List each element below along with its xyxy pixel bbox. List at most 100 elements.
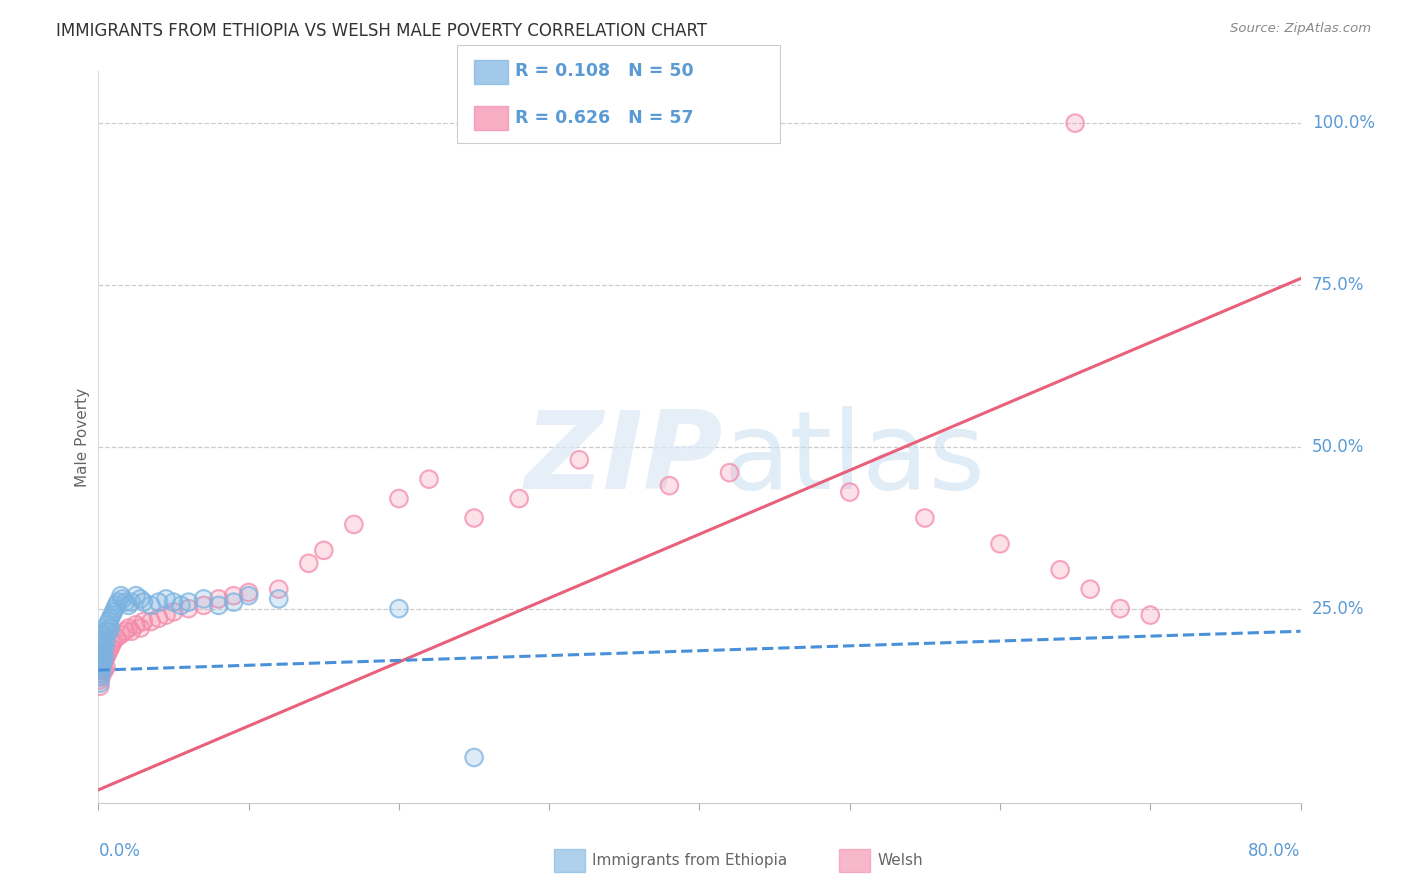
Point <box>89 666 111 681</box>
Point <box>91 650 114 665</box>
Point <box>89 653 111 667</box>
Point <box>463 750 485 764</box>
Point <box>94 660 117 674</box>
Point <box>93 663 115 677</box>
Point <box>988 537 1011 551</box>
Point <box>1139 608 1161 623</box>
Point <box>100 640 122 655</box>
Point <box>97 624 120 639</box>
Point <box>148 611 170 625</box>
Point <box>238 589 260 603</box>
Point <box>658 478 681 492</box>
Point <box>418 472 440 486</box>
Point <box>93 640 115 655</box>
Point <box>90 666 112 681</box>
Point <box>193 599 215 613</box>
Point <box>91 627 114 641</box>
Point <box>162 595 184 609</box>
Point <box>89 657 111 671</box>
Point <box>838 485 860 500</box>
Point <box>91 637 114 651</box>
Point <box>718 466 741 480</box>
Point <box>208 591 231 606</box>
Point <box>94 650 117 665</box>
Point <box>298 557 321 571</box>
Point <box>89 657 111 671</box>
Point <box>343 517 366 532</box>
Point <box>125 617 148 632</box>
Point <box>177 595 200 609</box>
Point <box>838 485 860 500</box>
Point <box>93 653 115 667</box>
Point <box>94 660 117 674</box>
Point <box>125 617 148 632</box>
Text: atlas: atlas <box>724 406 986 512</box>
Point <box>170 599 193 613</box>
Point <box>110 627 132 641</box>
Point <box>914 511 936 525</box>
Point <box>238 585 260 599</box>
Point <box>222 589 245 603</box>
Text: IMMIGRANTS FROM ETHIOPIA VS WELSH MALE POVERTY CORRELATION CHART: IMMIGRANTS FROM ETHIOPIA VS WELSH MALE P… <box>56 22 707 40</box>
Point <box>90 643 112 657</box>
Point <box>91 657 114 671</box>
Point <box>89 673 111 687</box>
Point <box>94 624 117 639</box>
Point <box>90 660 112 674</box>
Point <box>1064 116 1087 130</box>
Point <box>91 650 114 665</box>
Point <box>177 601 200 615</box>
Point <box>100 611 122 625</box>
Point <box>90 666 112 681</box>
Point <box>148 611 170 625</box>
Point <box>139 615 162 629</box>
Point <box>89 669 111 683</box>
Point <box>125 589 148 603</box>
Point <box>101 608 124 623</box>
Point <box>121 595 143 609</box>
Point <box>89 673 111 687</box>
Point <box>298 557 321 571</box>
Point <box>170 599 193 613</box>
Point <box>148 595 170 609</box>
Point <box>238 585 260 599</box>
Point <box>103 634 125 648</box>
Point <box>89 653 111 667</box>
Point <box>91 657 114 671</box>
Point <box>388 601 411 615</box>
Point <box>129 621 152 635</box>
Point <box>94 634 117 648</box>
Point <box>132 595 155 609</box>
Point <box>312 543 335 558</box>
Point <box>193 599 215 613</box>
Text: ZIP: ZIP <box>526 406 724 512</box>
Point <box>388 491 411 506</box>
Point <box>132 615 155 629</box>
Point <box>238 589 260 603</box>
Point <box>96 647 118 661</box>
Point <box>114 595 136 609</box>
Point <box>132 595 155 609</box>
Point <box>90 663 112 677</box>
Point <box>155 608 177 623</box>
Point <box>105 631 128 645</box>
Point <box>155 608 177 623</box>
Point <box>107 595 129 609</box>
Text: Immigrants from Ethiopia: Immigrants from Ethiopia <box>592 854 787 868</box>
Point <box>463 511 485 525</box>
Point <box>162 605 184 619</box>
Point <box>121 624 143 639</box>
Point <box>1109 601 1132 615</box>
Point <box>177 601 200 615</box>
Point <box>89 676 111 690</box>
Text: Welsh: Welsh <box>877 854 922 868</box>
Point <box>100 640 122 655</box>
Point <box>93 650 115 665</box>
Point <box>91 647 114 661</box>
Point <box>463 750 485 764</box>
Point <box>96 647 118 661</box>
Point <box>93 631 115 645</box>
Point <box>111 591 134 606</box>
Point <box>1078 582 1101 597</box>
Point <box>89 663 111 677</box>
